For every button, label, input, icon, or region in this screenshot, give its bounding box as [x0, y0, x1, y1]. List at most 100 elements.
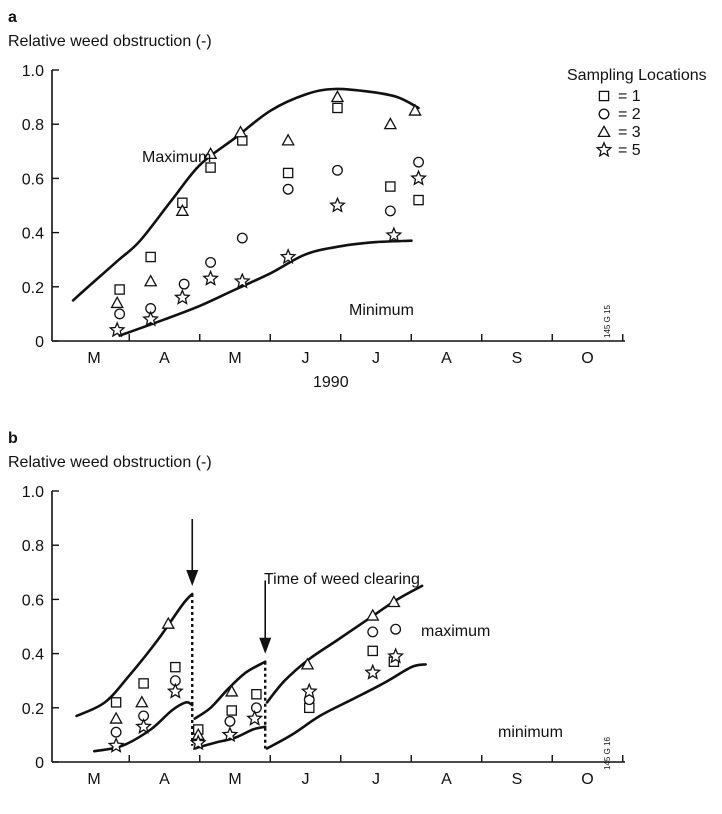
- panel-a-month-label: M: [228, 350, 241, 367]
- panel-b-y-tick-label: 0: [35, 755, 44, 772]
- panel-b-square-point: [251, 689, 262, 700]
- panel-a-square-point: [282, 167, 294, 179]
- panel-b-star-point: [300, 682, 318, 699]
- panel-b-circle-point: [224, 715, 236, 727]
- panel-b-month-label: J: [372, 771, 380, 788]
- panel-b-month-label: A: [441, 771, 452, 788]
- panel-a-month-label: J: [302, 350, 310, 367]
- panel-a-xlabel: 1990: [313, 374, 349, 391]
- panel-a-minimum-curve: [118, 239, 413, 337]
- panel-b-month-label: A: [159, 771, 170, 788]
- panel-b-star-point: [135, 717, 153, 734]
- panel-a-y-tick-label: 0.2: [22, 280, 44, 297]
- panel-b-triangle-point: [109, 711, 123, 724]
- panel-b-y-tick-label: 0.2: [22, 701, 44, 718]
- panel-a-circle-point: [282, 183, 294, 195]
- panel-b-y-tick-label: 0.8: [22, 538, 44, 555]
- legend-markers: [595, 90, 613, 158]
- panel-b-maximum-curve: [75, 592, 194, 718]
- panel-b-star-point: [189, 734, 207, 751]
- panel-b-triangle-point: [300, 657, 315, 670]
- panel-a-circle-point: [205, 256, 217, 268]
- panel-a-maximum-curve: [71, 87, 420, 302]
- panel-a-triangle-point: [383, 117, 398, 130]
- panel-a-axes: 0 0.2 0.4 0.6 0.8 1.0 M A M J J A S O: [22, 63, 625, 367]
- panel-a-star-point: [108, 321, 126, 338]
- panel-a-circle-point: [178, 278, 190, 290]
- legend-entry-2: = 2: [618, 106, 641, 123]
- panel-a-square-point: [145, 251, 156, 263]
- panel-a-triangle-point: [175, 203, 190, 216]
- panel-b-month-label: S: [512, 771, 523, 788]
- panel-b-maximum-curve: [193, 660, 267, 720]
- panel-a-month-label: O: [581, 350, 593, 367]
- panel-b-circle-point: [367, 626, 379, 638]
- panel-a: a Relative weed obstruction (-) 00.20.40…: [8, 9, 707, 391]
- panel-b-circle-point: [390, 623, 402, 635]
- panel-a-y-tick-label: 1.0: [22, 63, 44, 80]
- panel-b-star-point: [364, 663, 382, 680]
- panel-a-star-point: [202, 269, 220, 286]
- panel-a-month-label: S: [512, 350, 523, 367]
- panel-a-square-point: [413, 194, 424, 206]
- panel-b-month-label: M: [87, 771, 100, 788]
- panel-b-star-point: [246, 709, 264, 726]
- panel-a-y-tick-label: 0.4: [22, 226, 44, 243]
- panel-a-circle-point: [413, 156, 425, 168]
- panel-a-triangle-point: [281, 133, 295, 146]
- panel-a-star-point: [173, 288, 191, 305]
- panel-a-star-point: [233, 272, 251, 289]
- panel-a-curves: [71, 87, 420, 337]
- panel-a-month-label: J: [372, 350, 380, 367]
- panel-a-month-label: A: [441, 350, 452, 367]
- panel-b-circle-point: [110, 726, 122, 738]
- panel-a-y-tick-label: 0.6: [22, 171, 44, 188]
- panel-a-square-point: [385, 181, 396, 192]
- weed-clearing-arrowhead: [186, 569, 199, 586]
- panel-b-y-tick-label: 1.0: [22, 484, 44, 501]
- panel-a-square-point: [332, 102, 343, 114]
- panel-b-maximum-label: maximum: [421, 623, 490, 640]
- panel-a-circle-point: [236, 232, 248, 244]
- panel-b-y-tick-label: 0.4: [22, 647, 44, 664]
- panel-a-star-point: [279, 248, 297, 265]
- panel-a-star-point: [385, 226, 403, 243]
- legend-star-marker: [595, 141, 613, 158]
- panel-a-month-label: A: [159, 350, 170, 367]
- panel-b-maximum-curve: [265, 584, 424, 704]
- panel-a-month-label: M: [87, 350, 100, 367]
- legend-entry-1: = 1: [618, 88, 641, 105]
- panel-b-month-label: J: [302, 771, 310, 788]
- panel-a-points: [108, 90, 428, 338]
- panel-a-letter: a: [8, 9, 17, 26]
- panel-b-triangle-point: [366, 608, 380, 621]
- panel-b-month-label: O: [581, 771, 593, 788]
- panel-b-triangle-point: [225, 684, 239, 697]
- panel-a-y-tick-label: 0.8: [22, 117, 44, 134]
- panel-b-curves: [75, 584, 427, 753]
- panel-b-minimum-curve: [265, 663, 427, 750]
- panel-a-triangle-point: [233, 125, 248, 138]
- panel-b-month-label: M: [228, 771, 241, 788]
- panel-a-triangle-point: [110, 296, 124, 309]
- panel-a-triangle-point: [408, 103, 422, 116]
- panel-a-ylabel: Relative weed obstruction (-): [8, 33, 212, 50]
- legend-square-marker: [598, 90, 610, 102]
- panel-b-circle-point: [250, 702, 262, 714]
- legend-circle-marker: [598, 108, 610, 120]
- panel-b-triangle-point: [387, 595, 401, 608]
- panel-a-stamp: 145 G 15: [603, 305, 612, 338]
- panel-b-stamp: 145 G 16: [603, 737, 612, 770]
- panel-b-square-point: [226, 705, 237, 716]
- legend-entry-3: = 3: [618, 124, 641, 141]
- panel-a-triangle-point: [330, 90, 345, 103]
- panel-b-ylabel: Relative weed obstruction (-): [8, 454, 212, 471]
- panel-b-triangle-point: [135, 695, 149, 708]
- panel-b: b Relative weed obstruction (-) 0 0.2 0.4 0…: [8, 430, 625, 788]
- panel-a-maximum-label: Maximum: [142, 149, 211, 166]
- legend-entry-5: = 5: [618, 142, 641, 159]
- panel-b-letter: b: [8, 430, 18, 447]
- panel-b-square-point: [367, 645, 378, 657]
- panel-b-clearing-lines: [186, 519, 272, 749]
